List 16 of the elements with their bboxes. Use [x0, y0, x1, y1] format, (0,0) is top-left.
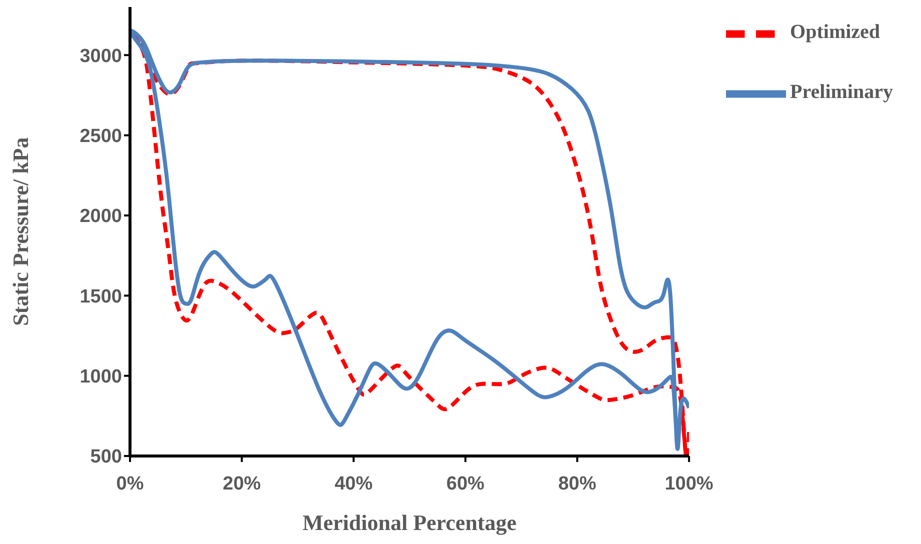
y-tick-label: 2000: [80, 206, 122, 228]
x-axis-title: Meridional Percentage: [302, 510, 517, 535]
y-tick-label: 2500: [80, 126, 122, 148]
y-axis-title: Static Pressure/ kPa: [8, 137, 33, 326]
x-tick-label: 20%: [222, 473, 261, 494]
x-tick-label: 80%: [558, 473, 596, 494]
x-tick-label: 0%: [116, 473, 144, 494]
legend-label: Preliminary: [790, 80, 893, 103]
x-tick-label: 40%: [334, 473, 373, 494]
legend-label: Optimized: [790, 20, 880, 43]
x-tick-label: 60%: [446, 473, 485, 494]
y-tick-label: 1000: [80, 366, 122, 388]
y-tick-label: 500: [90, 446, 122, 468]
y-tick-label: 1500: [80, 286, 122, 308]
y-tick-label: 3000: [80, 46, 122, 67]
x-tick-label: 100%: [664, 473, 714, 494]
